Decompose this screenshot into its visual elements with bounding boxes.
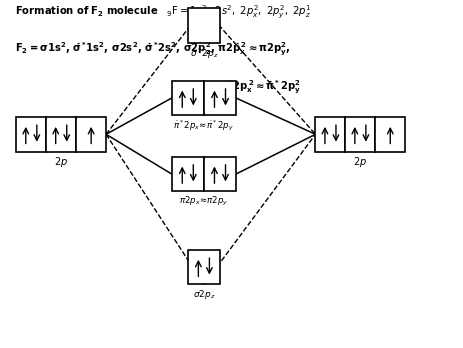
Bar	[345, 117, 375, 152]
Bar	[16, 117, 46, 152]
Text: $\mathbf{\dot{\pi}^*2p_x^{\,2}\approx\dot{\pi}^*2p_y^2}$: $\mathbf{\dot{\pi}^*2p_x^{\,2}\approx\do…	[218, 79, 300, 96]
Bar	[204, 157, 236, 191]
Bar	[188, 8, 220, 43]
Text: $\sigma 2p_z$: $\sigma 2p_z$	[193, 288, 215, 301]
Bar	[76, 117, 106, 152]
Text: $2p$: $2p$	[353, 155, 367, 169]
Text: $\dot{\pi}^*2p_x\!\approx\!\dot{\pi}^*2p_y$: $\dot{\pi}^*2p_x\!\approx\!\dot{\pi}^*2p…	[174, 119, 234, 133]
Text: $\pi 2p_x\!\approx\!\pi 2p_y$: $\pi 2p_x\!\approx\!\pi 2p_y$	[179, 195, 229, 208]
Bar	[188, 250, 220, 284]
Text: $2p$: $2p$	[54, 155, 68, 169]
Text: $\mathbf{Formation\ of\ F_2\ molecule}$$\quad_9\mathrm{F}=1s^2,\ 2s^2,\ 2p_x^2,\: $\mathbf{Formation\ of\ F_2\ molecule}$$…	[15, 3, 312, 21]
Bar	[172, 157, 204, 191]
Text: $\dot{\sigma}^*2p_z$: $\dot{\sigma}^*2p_z$	[190, 46, 218, 61]
Bar	[204, 81, 236, 115]
Bar	[375, 117, 405, 152]
Bar	[315, 117, 345, 152]
Bar	[46, 117, 76, 152]
Bar	[172, 81, 204, 115]
Text: $\mathbf{F_2}$$\mathbf{=\sigma 1s^2,\,\dot{\sigma}^*\!1s^2,\,\sigma 2s^2,\,\dot{: $\mathbf{F_2}$$\mathbf{=\sigma 1s^2,\,\d…	[15, 41, 291, 58]
